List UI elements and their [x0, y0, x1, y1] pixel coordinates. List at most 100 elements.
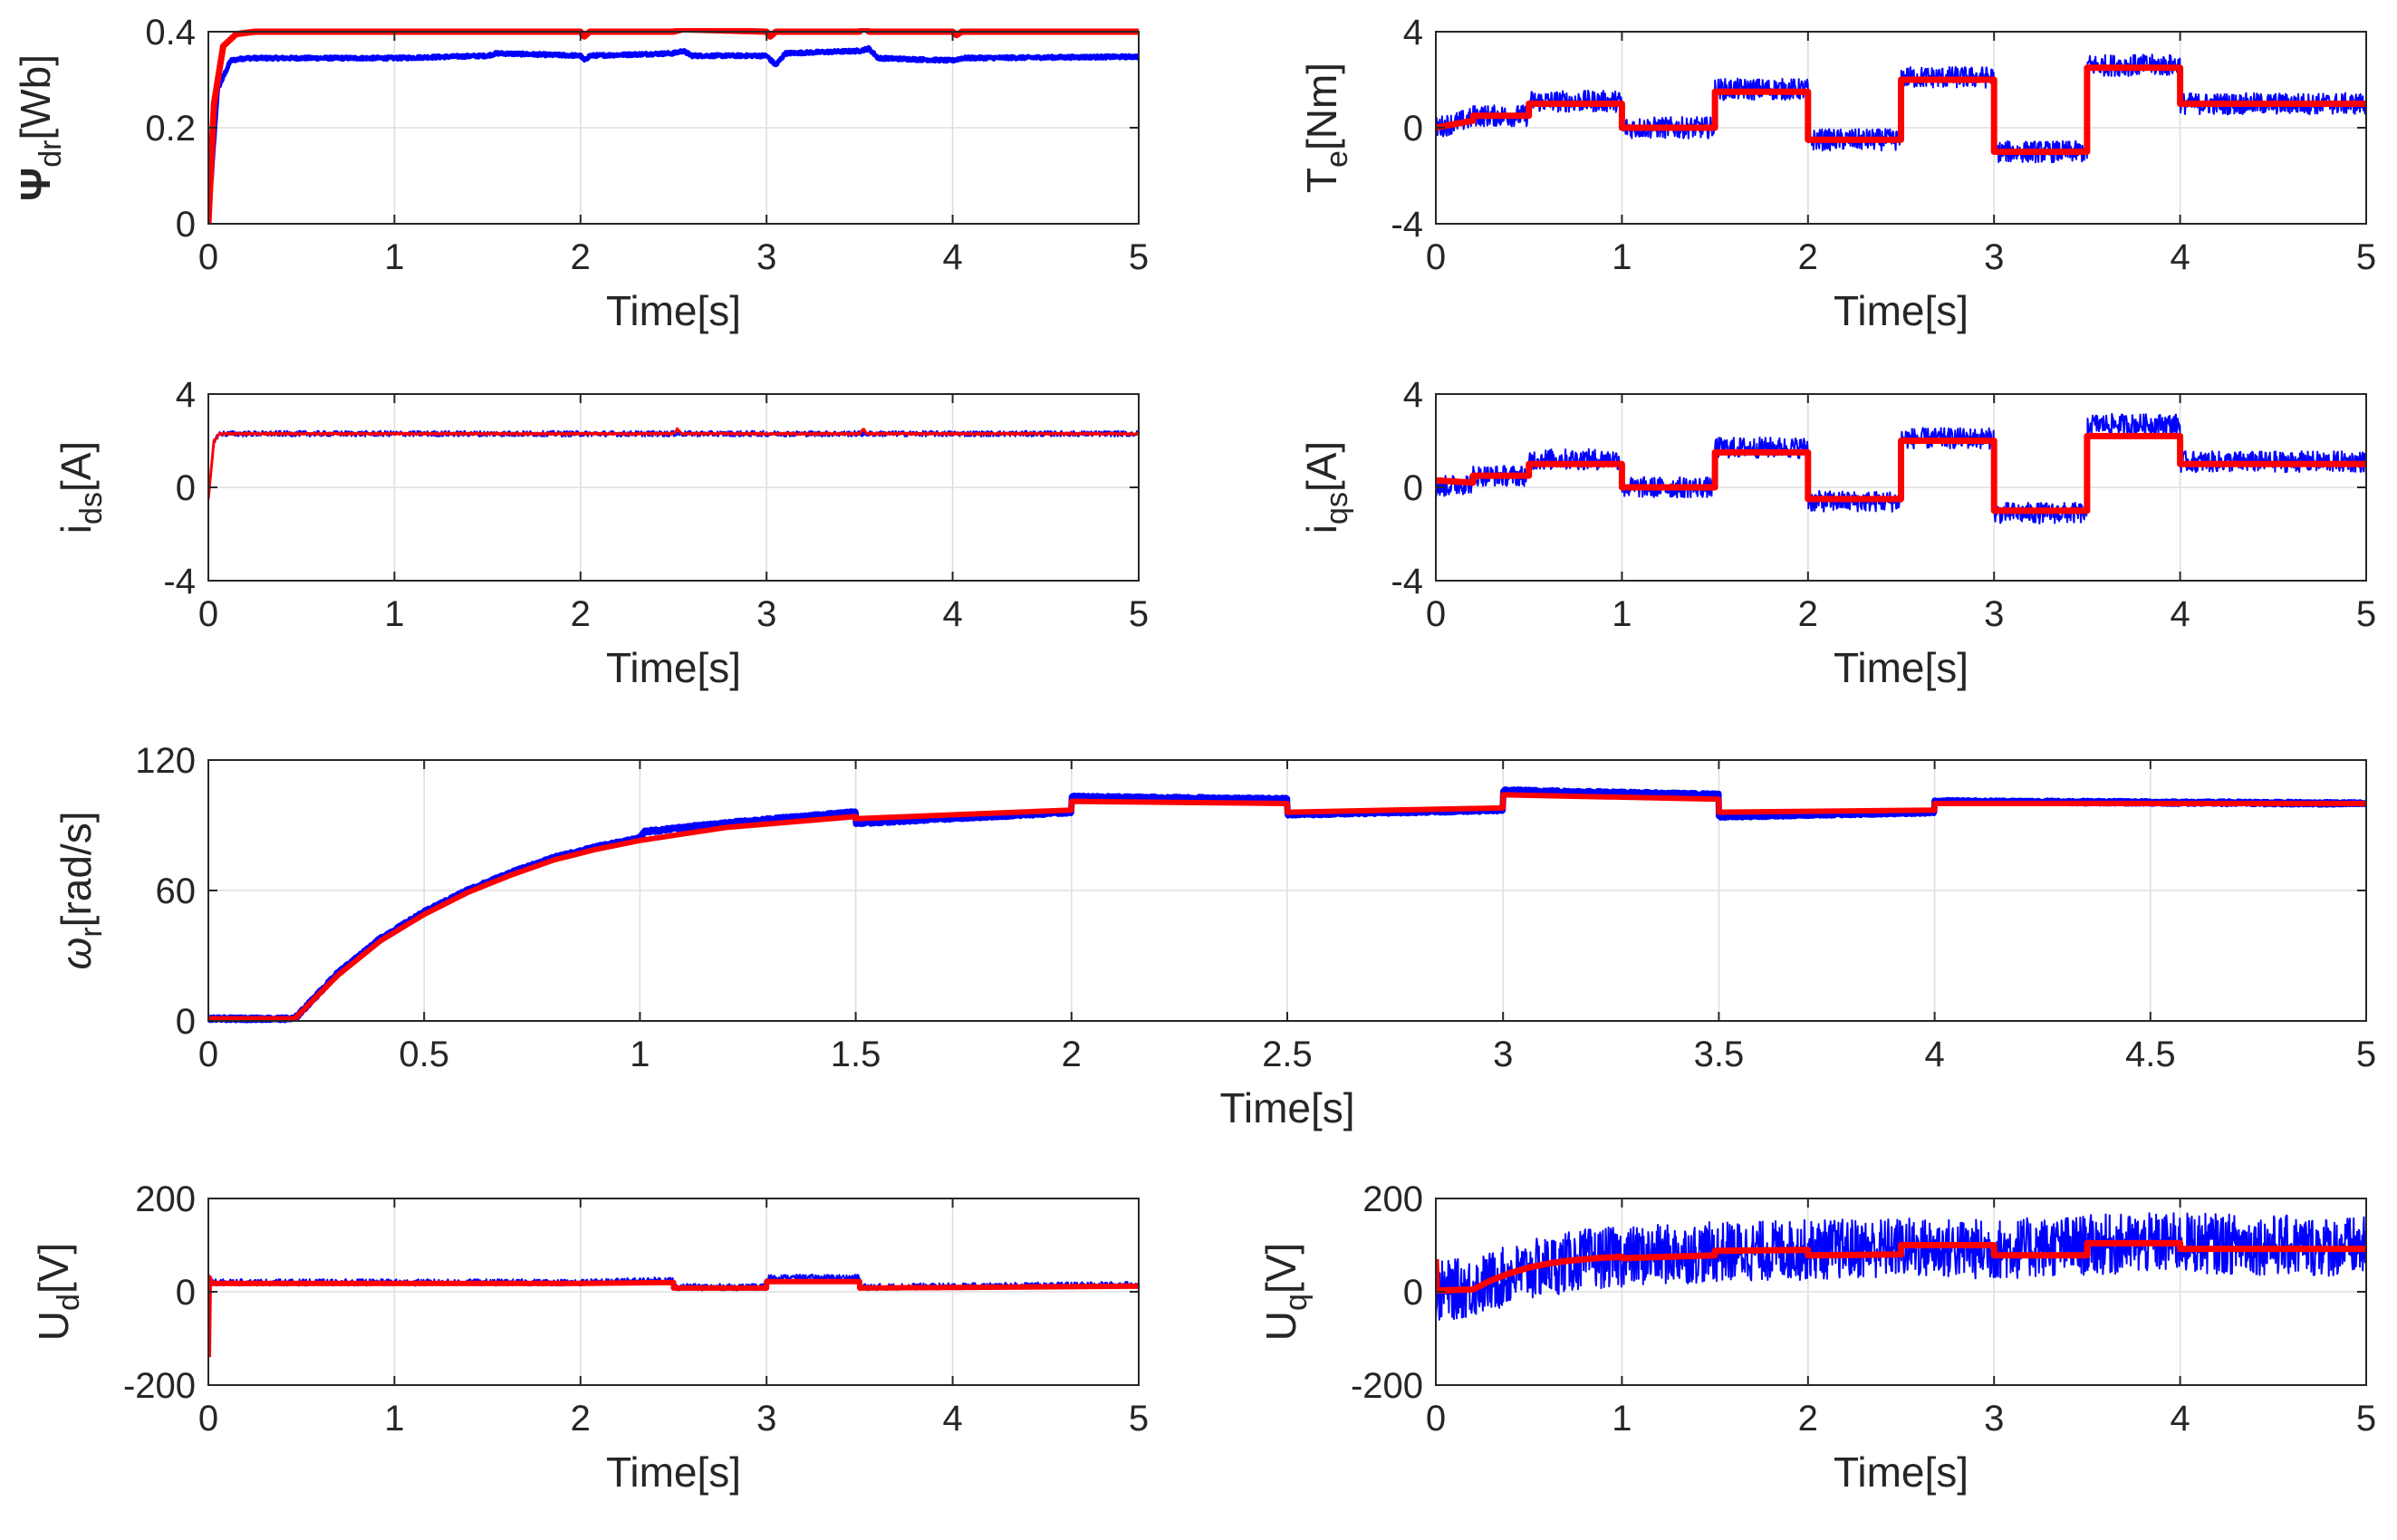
y-tick-label: 0	[176, 1273, 196, 1313]
y-tick-label: -4	[1391, 562, 1423, 602]
x-tick-label: 1	[1612, 237, 1632, 277]
x-tick-label: 2	[571, 1399, 591, 1439]
x-tick-label: 3	[756, 594, 776, 634]
series-reference	[1436, 1239, 2366, 1294]
y-label-subscript: dr	[34, 140, 68, 168]
x-tick-label: 5	[1129, 237, 1149, 277]
y-label-subscript: d	[52, 1294, 86, 1311]
chart-psi: 0 1 2 3 4 5 0 0.2 0.4 Time[s] Ψdr[Wb]	[12, 13, 1149, 334]
x-tick-label: 0	[198, 1399, 218, 1439]
y-tick-label: 0	[176, 1002, 196, 1042]
x-tick-label: 0	[1426, 1399, 1446, 1439]
x-tick-label: 4	[2170, 594, 2190, 634]
y-label-unit: [A]	[1298, 441, 1345, 492]
y-axis-label: Uq[V]	[1257, 1243, 1314, 1341]
series-reference	[208, 792, 2366, 1022]
y-axis-label: Te[Nm]	[1298, 63, 1354, 193]
y-tick-label: 4	[1403, 375, 1423, 415]
y-axis-label: ωr[rad/s]	[53, 812, 109, 970]
y-label-symbol: Ψ	[12, 168, 59, 201]
x-tick-label: 1	[1612, 594, 1632, 634]
x-tick-label: 5	[2356, 237, 2376, 277]
x-tick-label: 0	[198, 1035, 218, 1074]
x-tick-label: 3	[1493, 1035, 1513, 1074]
y-tick-label: 0	[176, 468, 196, 508]
chart-wr: 0 0.5 1 1.5 2 2.5 3 3.5 4 4.5 5 0 60 120 Time[s] ωr[rad…	[53, 741, 2376, 1131]
y-axis-label: iqs[A]	[1298, 441, 1354, 534]
y-axis-label: Ψdr[Wb]	[12, 54, 68, 201]
x-tick-label: 3	[1984, 237, 2004, 277]
x-axis-label: Time[s]	[1834, 644, 1969, 691]
x-tick-label: 1.5	[831, 1035, 881, 1074]
y-label-unit: [Wb]	[12, 54, 59, 140]
x-tick-label: 5	[2356, 1035, 2376, 1074]
x-tick-label: 1	[630, 1035, 650, 1074]
y-label-unit: [rad/s]	[53, 812, 100, 928]
x-tick-label: 1	[384, 237, 404, 277]
series-measured	[1436, 1212, 2366, 1321]
x-tick-label: 0	[198, 594, 218, 634]
x-axis-label: Time[s]	[1834, 1449, 1969, 1496]
series-measured	[208, 44, 1139, 224]
x-axis-label: Time[s]	[1834, 287, 1969, 334]
y-label-subscript: qs	[1320, 492, 1354, 525]
x-tick-label: 5	[1129, 594, 1149, 634]
x-tick-label: 0	[1426, 237, 1446, 277]
x-tick-label: 4	[2170, 237, 2190, 277]
y-tick-label: 0	[1403, 109, 1423, 149]
y-label-symbol: U	[30, 1311, 77, 1341]
y-label-unit: [V]	[1257, 1243, 1304, 1294]
x-tick-label: 1	[384, 1399, 404, 1439]
x-tick-label: 5	[2356, 1399, 2376, 1439]
x-tick-label: 2	[571, 594, 591, 634]
x-tick-label: 3	[1984, 1399, 2004, 1439]
y-label-symbol: i	[1298, 525, 1345, 534]
x-tick-label: 3	[1984, 594, 2004, 634]
y-tick-label: -4	[163, 562, 196, 602]
x-tick-label: 1	[384, 594, 404, 634]
x-tick-label: 2.5	[1262, 1035, 1313, 1074]
y-tick-label: 120	[135, 741, 196, 781]
x-axis-label: Time[s]	[1219, 1084, 1354, 1131]
series-reference	[208, 427, 1139, 500]
y-tick-label: 200	[1362, 1179, 1423, 1219]
y-tick-label: 4	[176, 375, 196, 415]
y-label-symbol: ω	[53, 938, 100, 970]
y-label-subscript: r	[74, 927, 109, 937]
y-tick-label: 0	[176, 205, 196, 245]
y-tick-label: 200	[135, 1179, 196, 1219]
series-measured	[208, 429, 1139, 500]
x-tick-label: 3	[756, 237, 776, 277]
x-axis-label: Time[s]	[606, 287, 741, 334]
x-tick-label: 5	[2356, 594, 2376, 634]
x-tick-label: 0.5	[399, 1035, 449, 1074]
y-tick-label: 0	[1403, 1273, 1423, 1313]
x-tick-label: 1	[1612, 1399, 1632, 1439]
series-reference	[1436, 64, 2366, 155]
y-tick-label: 0	[1403, 468, 1423, 508]
y-tick-label: 60	[156, 871, 197, 911]
series-reference	[208, 1275, 1139, 1358]
y-label-subscript: ds	[74, 492, 109, 525]
y-tick-label: -200	[1351, 1366, 1423, 1406]
y-label-unit: [Nm]	[1298, 63, 1345, 150]
y-label-subscript: q	[1279, 1294, 1314, 1311]
y-axis-label: Ud[V]	[30, 1243, 86, 1341]
x-tick-label: 2	[1798, 594, 1818, 634]
y-label-symbol: T	[1298, 168, 1345, 193]
x-tick-label: 3	[756, 1399, 776, 1439]
x-tick-label: 4	[942, 1399, 962, 1439]
x-tick-label: 4	[1924, 1035, 1944, 1074]
y-label-subscript: e	[1320, 150, 1354, 168]
x-tick-label: 4	[2170, 1399, 2190, 1439]
x-tick-label: 2	[1798, 1399, 1818, 1439]
y-tick-label: 4	[1403, 13, 1423, 53]
y-tick-label: -200	[123, 1366, 196, 1406]
x-tick-label: 2	[1062, 1035, 1082, 1074]
